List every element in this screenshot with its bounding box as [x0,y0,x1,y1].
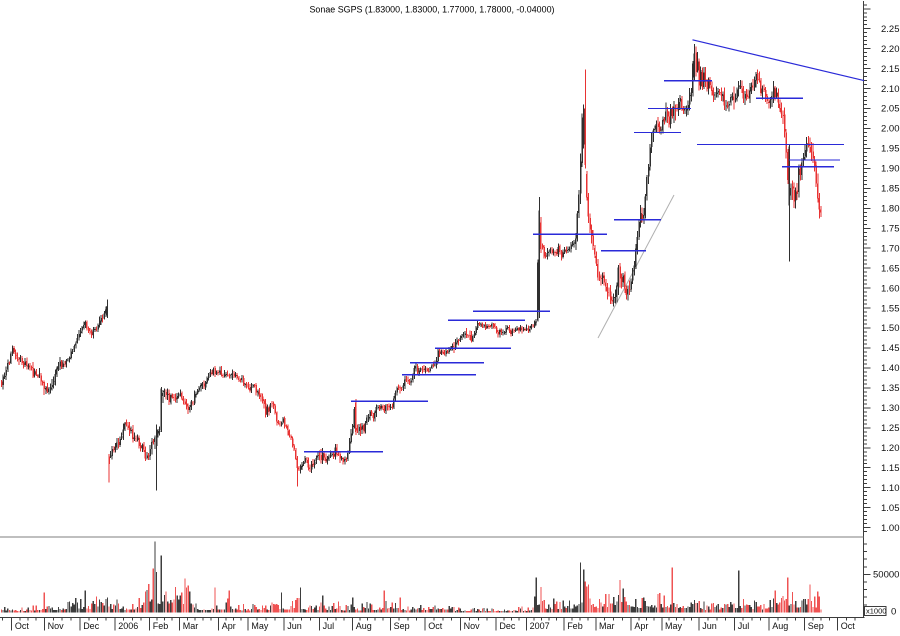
svg-text:Dec: Dec [83,621,100,631]
svg-text:1.70: 1.70 [881,243,900,254]
svg-text:1.15: 1.15 [881,463,900,474]
svg-text:1.65: 1.65 [881,263,900,274]
svg-text:1.40: 1.40 [881,363,900,374]
svg-text:May: May [251,621,269,631]
svg-text:1.35: 1.35 [881,383,900,394]
svg-text:Jun: Jun [702,621,717,631]
svg-text:2.25: 2.25 [881,24,900,35]
svg-text:x1000: x1000 [866,606,886,615]
svg-text:1.75: 1.75 [881,224,900,235]
svg-text:2.20: 2.20 [881,44,900,55]
svg-text:Aug: Aug [356,621,372,631]
svg-text:2.00: 2.00 [881,124,900,135]
svg-text:1.50: 1.50 [881,323,900,334]
svg-text:Sep: Sep [394,621,410,631]
svg-text:Jul: Jul [323,621,335,631]
svg-text:1.80: 1.80 [881,204,900,215]
svg-text:1.30: 1.30 [881,403,900,414]
svg-text:1.95: 1.95 [881,144,900,155]
svg-text:1.90: 1.90 [881,164,900,175]
svg-text:2006: 2006 [118,621,138,631]
svg-text:Mar: Mar [599,621,615,631]
svg-text:Dec: Dec [499,621,516,631]
svg-text:1.85: 1.85 [881,184,900,195]
svg-text:2.15: 2.15 [881,64,900,75]
svg-text:1.20: 1.20 [881,443,900,454]
svg-text:May: May [665,621,683,631]
svg-text:1.25: 1.25 [881,423,900,434]
svg-text:Nov: Nov [464,621,481,631]
svg-text:Oct: Oct [15,621,30,631]
svg-text:Nov: Nov [48,621,65,631]
svg-text:1.05: 1.05 [881,503,900,514]
svg-text:2.10: 2.10 [881,84,900,95]
svg-text:1.10: 1.10 [881,483,900,494]
svg-text:50000: 50000 [873,570,899,581]
svg-text:2.05: 2.05 [881,104,900,115]
svg-text:Mar: Mar [183,621,199,631]
svg-text:Feb: Feb [153,621,169,631]
svg-text:1.55: 1.55 [881,303,900,314]
svg-text:Sep: Sep [808,621,824,631]
svg-text:0: 0 [891,607,896,618]
svg-text:Jun: Jun [287,621,302,631]
svg-text:Oct: Oct [841,621,856,631]
svg-text:2007: 2007 [530,621,550,631]
svg-text:Sonae SGPS (1.83000, 1.83000,: Sonae SGPS (1.83000, 1.83000, 1.77000, 1… [310,5,555,15]
svg-text:Oct: Oct [428,621,443,631]
svg-text:Apr: Apr [634,621,648,631]
svg-text:Feb: Feb [567,621,583,631]
svg-text:Jul: Jul [738,621,750,631]
svg-text:1.60: 1.60 [881,283,900,294]
svg-text:1.45: 1.45 [881,343,900,354]
svg-text:Apr: Apr [222,621,236,631]
svg-text:1.00: 1.00 [881,523,900,534]
svg-text:Aug: Aug [772,621,788,631]
